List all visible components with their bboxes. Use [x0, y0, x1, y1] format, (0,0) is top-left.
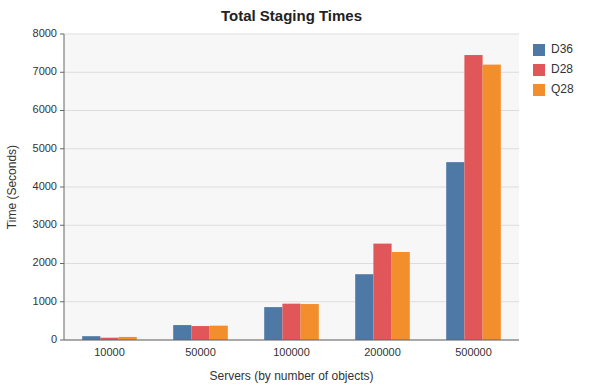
bar — [301, 304, 319, 340]
chart: 0 1000 2000 3000 4000 5000 6000 7000 8000 10000 50… — [0, 0, 607, 392]
y-tick — [60, 263, 64, 264]
x-tick-label: 100000 — [273, 346, 310, 358]
bar — [282, 304, 300, 340]
legend-swatch — [533, 64, 545, 76]
y-axis: 0 1000 2000 3000 4000 5000 6000 7000 8000 — [33, 27, 64, 345]
bar — [82, 336, 100, 340]
bar — [446, 162, 464, 340]
grid-line — [64, 34, 519, 35]
y-tick — [60, 110, 64, 111]
y-tick — [60, 340, 64, 341]
y-axis-label: Time (Seconds) — [5, 145, 19, 229]
legend-label: Q28 — [551, 82, 574, 96]
x-tick-label: 10000 — [94, 346, 125, 358]
y-tick-label: 6000 — [33, 103, 57, 115]
grid — [64, 34, 519, 340]
page: Chart html, body { margin: 0; padding: 0… — [0, 0, 607, 392]
y-tick — [60, 148, 64, 149]
grid-line — [64, 340, 519, 341]
y-tick-label: 0 — [51, 333, 57, 345]
bar — [373, 244, 391, 340]
y-tick — [60, 72, 64, 73]
legend-label: D36 — [551, 42, 573, 56]
y-tick-label: 7000 — [33, 65, 57, 77]
x-tick-label: 200000 — [364, 346, 401, 358]
y-tick — [60, 34, 64, 35]
x-tick-label: 50000 — [185, 346, 216, 358]
plot-area — [64, 34, 519, 340]
chart-container: 0 1000 2000 3000 4000 5000 6000 7000 8000 10000 50… — [0, 0, 607, 392]
grid-line — [64, 72, 519, 73]
x-tick-label: 500000 — [455, 346, 492, 358]
title: Total Staging Times — [221, 7, 362, 24]
bar — [355, 274, 373, 340]
x-axis: 10000 50000 100000 200000 500000 — [94, 346, 492, 358]
legend: D36 D28 Q28 — [533, 42, 574, 96]
y-axis-line — [64, 34, 65, 340]
legend-swatch — [533, 44, 545, 56]
y-tick-label: 5000 — [33, 142, 57, 154]
bar — [191, 326, 209, 340]
bars — [82, 55, 501, 340]
bar — [483, 65, 501, 340]
y-tick — [60, 225, 64, 226]
y-tick — [60, 187, 64, 188]
x-axis-label: Servers (by number of objects) — [209, 369, 373, 383]
bar — [210, 326, 228, 340]
bar — [173, 325, 191, 340]
grid-line — [64, 148, 519, 149]
legend-label: D28 — [551, 62, 573, 76]
y-tick — [60, 301, 64, 302]
y-tick-label: 4000 — [33, 180, 57, 192]
bar — [464, 55, 482, 340]
y-tick-label: 3000 — [33, 218, 57, 230]
bar — [264, 307, 282, 340]
y-tick-label: 8000 — [33, 27, 57, 39]
page-body: {"chart_data": {"type": "bar", "title": … — [0, 0, 607, 392]
y-tick-label: 2000 — [33, 256, 57, 268]
legend-swatch — [533, 84, 545, 96]
grid-line — [64, 110, 519, 111]
bar — [392, 252, 410, 340]
x-axis-line — [64, 340, 519, 341]
y-tick-label: 1000 — [33, 295, 57, 307]
